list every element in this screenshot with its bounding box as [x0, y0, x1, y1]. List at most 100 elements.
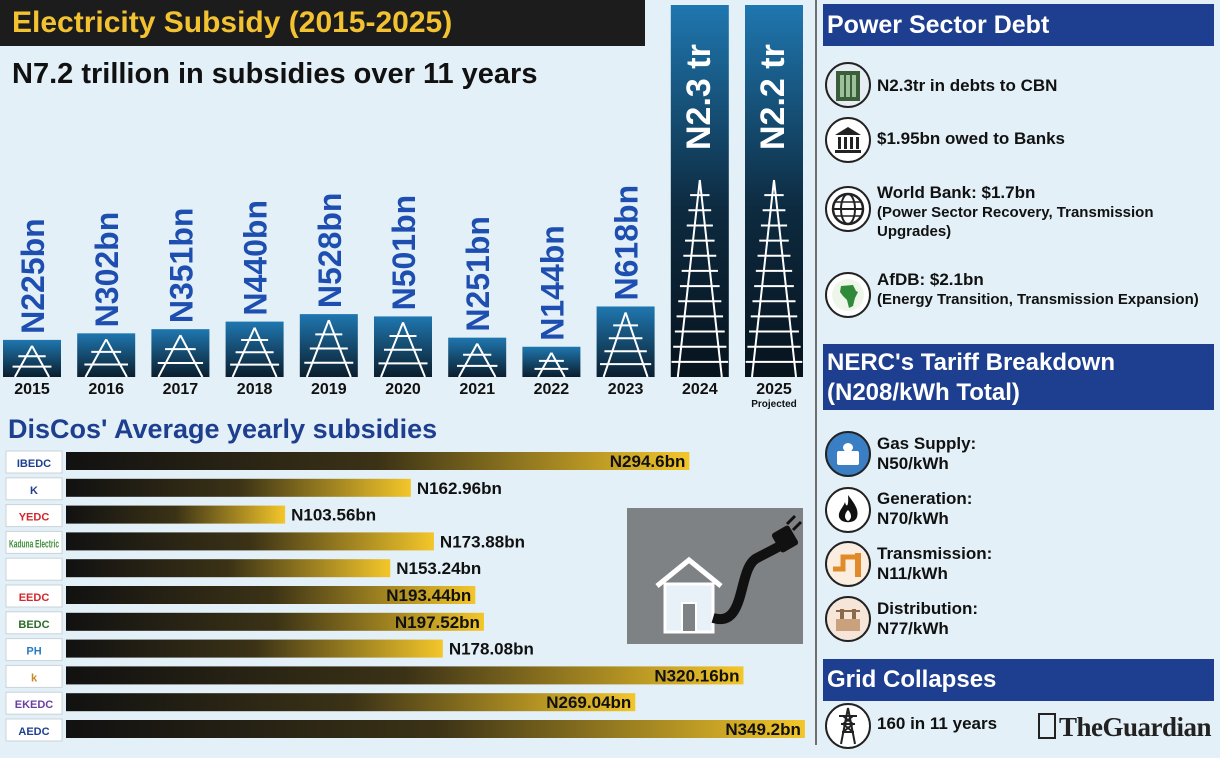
grid-collapses-text: 160 in 11 years: [877, 714, 998, 733]
bar-value-label: N2.2 tr: [754, 44, 792, 150]
disco-value-label: N153.24bn: [396, 559, 481, 578]
substation-icon: [825, 596, 871, 642]
disco-bar: [66, 452, 690, 470]
debt-section-header: Power Sector Debt: [823, 4, 1214, 46]
disco-value-label: N349.2bn: [725, 720, 801, 739]
bar-value-label: N528bn: [312, 193, 348, 309]
disco-bar: [66, 639, 443, 658]
disco-value-label: N294.6bn: [610, 452, 686, 471]
pylon-icon: [304, 319, 354, 378]
bar-value-label: N302bn: [89, 212, 125, 328]
subsidy-bar: [670, 5, 729, 377]
subsidy-bar: [225, 321, 284, 377]
subsidy-bar: [299, 314, 358, 377]
pylon-icon: [456, 343, 498, 378]
disco-logo-label: K: [30, 485, 38, 497]
disco-value-label: N103.56bn: [291, 506, 376, 525]
pylon-icon: [378, 322, 428, 378]
guardian-mark-icon: [1038, 713, 1056, 739]
tariff-item-distribution: Distribution: N77/kWh: [877, 599, 979, 638]
year-tick-label: 2019: [311, 381, 347, 398]
disco-logo: [5, 664, 63, 688]
disco-value-label: N173.88bn: [440, 532, 525, 551]
disco-value-label: N269.04bn: [546, 693, 631, 712]
disco-logo: [5, 477, 63, 501]
tariff-item-generation: Generation: N70/kWh: [877, 489, 973, 528]
disco-logo-label: PH: [26, 646, 41, 658]
year-tick-label: 2025: [756, 381, 792, 398]
disco-logo-label: AEDC: [18, 726, 49, 738]
bar-value-label: N251bn: [460, 216, 496, 332]
year-tick-label: 2021: [459, 381, 495, 398]
disco-bar: [66, 612, 484, 631]
disco-logo: [5, 584, 63, 608]
pipeline-icon: [825, 541, 871, 587]
disco-logo: [5, 718, 63, 742]
disco-bar: [66, 505, 286, 524]
tariff-section-header: NERC's Tariff Breakdown (N208/kWh Total): [823, 344, 1214, 410]
house-plug-illustration: [627, 508, 803, 644]
disco-logo-label: EEDC: [19, 592, 50, 604]
disco-logo: [5, 691, 63, 715]
grid-section-header: Grid Collapses: [823, 659, 1214, 701]
disco-value-label: N193.44bn: [386, 586, 471, 605]
projected-annotation: Projected: [751, 399, 797, 410]
house-plug-icon: [655, 514, 803, 634]
gas-icon: [825, 431, 871, 477]
disco-logo-label: Kaduna Electric: [9, 538, 59, 550]
bar-value-label: N2.3 tr: [680, 44, 718, 150]
debt-item-cbn: N2.3tr in debts to CBN: [877, 76, 1058, 95]
year-tick-label: 2023: [608, 381, 644, 398]
bar-value-label: N440bn: [238, 200, 274, 316]
disco-logo: [5, 611, 63, 635]
pylon-icon: [534, 352, 569, 378]
discos-chart-title: DisCos' Average yearly subsidies: [8, 414, 438, 444]
disco-logo-label: YEDC: [19, 512, 50, 524]
disco-logo: [5, 638, 63, 662]
year-tick-label: 2016: [88, 381, 124, 398]
year-tick-label: 2024: [682, 381, 718, 398]
cbn-icon: [825, 62, 871, 108]
pylon-icon: [671, 179, 729, 378]
debt-section-title: Power Sector Debt: [827, 11, 1050, 39]
year-tick-label: 2018: [237, 381, 273, 398]
disco-logo: [5, 450, 63, 474]
subsidy-bar: [745, 5, 803, 377]
column-divider: [815, 0, 817, 745]
disco-bar: [66, 559, 391, 578]
page-subtitle: N7.2 trillion in subsidies over 11 years: [12, 58, 538, 90]
bar-value-label: N501bn: [386, 195, 422, 311]
disco-value-label: N197.52bn: [395, 613, 480, 632]
globe-icon: [825, 186, 871, 232]
disco-bar: [66, 720, 805, 738]
africa-icon: [825, 272, 871, 318]
tariff-item-gas: Gas Supply: N50/kWh: [877, 434, 977, 473]
disco-logo-label: k: [31, 672, 38, 684]
year-tick-label: 2020: [385, 381, 421, 398]
subsidy-bar: [448, 337, 507, 377]
disco-logo: [5, 557, 63, 581]
bank-icon: [825, 117, 871, 163]
subsidy-bar: [522, 346, 581, 377]
page-title: Electricity Subsidy (2015-2025): [12, 6, 453, 39]
disco-logo-label: IBEDC: [17, 458, 51, 470]
disco-bar: [66, 693, 636, 712]
disco-logo: [5, 530, 63, 554]
tariff-item-transmission: Transmission: N11/kWh: [877, 544, 993, 583]
disco-value-label: N178.08bn: [449, 640, 534, 659]
pylon-icon: [84, 338, 129, 378]
debt-item-worldbank: World Bank: $1.7bn (Power Sector Recover…: [877, 183, 1154, 240]
disco-bar: [66, 666, 744, 685]
flame-icon: [825, 487, 871, 533]
disco-logo-label: BEDC: [18, 619, 49, 631]
bar-value-label: N618bn: [609, 185, 645, 301]
pylon-icon: [157, 334, 204, 378]
pylon-icon: [745, 179, 803, 378]
disco-bar: [66, 532, 434, 551]
debt-item-afdb: AfDB: $2.1bn (Energy Transition, Transmi…: [877, 270, 1199, 308]
bar-value-label: N225bn: [15, 218, 51, 334]
year-tick-label: 2022: [534, 381, 570, 398]
debt-item-banks: $1.95bn owed to Banks: [877, 129, 1065, 148]
discos-bar-chart: IBEDC N294.6bn K N162.96bn YEDC N103.56bn Kadu…: [5, 450, 805, 742]
year-tick-label: 2017: [163, 381, 199, 398]
